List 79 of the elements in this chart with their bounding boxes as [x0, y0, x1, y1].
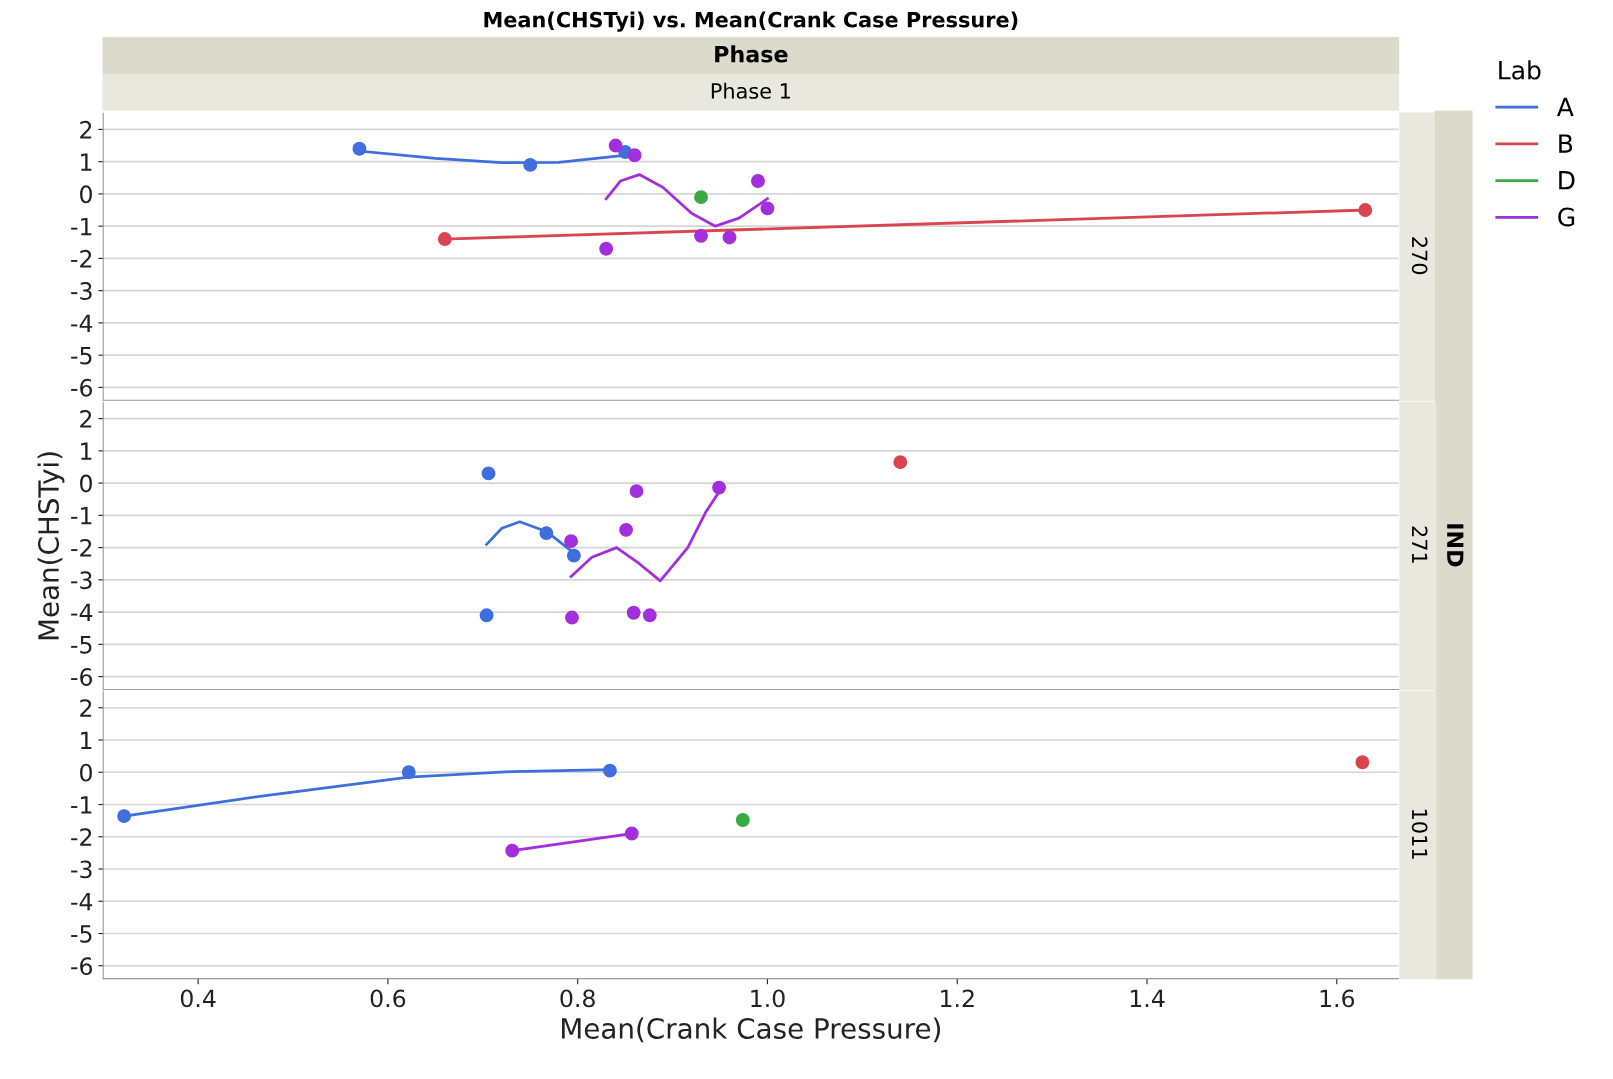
- legend-label: A: [1556, 97, 1574, 116]
- point: [619, 522, 634, 537]
- point: [608, 138, 623, 153]
- y-tick-label: -3: [71, 860, 92, 879]
- point: [599, 241, 614, 256]
- point: [694, 228, 708, 243]
- point: [602, 763, 617, 778]
- x-tick-label: 1.2: [941, 989, 974, 1008]
- point: [735, 813, 750, 827]
- point: [539, 526, 554, 541]
- point: [624, 826, 639, 841]
- y-tick-label: -5: [71, 925, 92, 943]
- y-tick-label: 1: [81, 442, 92, 460]
- y-tick-label: 0: [80, 474, 92, 493]
- y-tick-label: -4: [71, 603, 93, 622]
- y-tick-label: -1: [71, 796, 92, 814]
- y-tick-label: -3: [71, 571, 92, 590]
- point: [564, 534, 578, 549]
- text: Phase 1: [711, 82, 790, 99]
- y-tick-label: 0: [80, 185, 92, 204]
- point: [505, 843, 520, 858]
- y-tick-label: -1: [71, 217, 92, 236]
- x-tick-label: 0.6: [370, 989, 406, 1008]
- point: [642, 608, 657, 623]
- x-tick-label: 1.0: [751, 989, 785, 1008]
- x-tick-label: 1.6: [1320, 989, 1355, 1008]
- point: [694, 190, 708, 205]
- point: [712, 480, 727, 495]
- point: [565, 610, 579, 625]
- text: 271: [1412, 526, 1428, 563]
- y-tick-label: -6: [71, 957, 93, 976]
- y-tick-label: 1: [81, 153, 92, 171]
- y-tick-label: -2: [71, 249, 92, 268]
- x-tick-label: 0.8: [560, 989, 595, 1008]
- point: [722, 230, 737, 245]
- y-tick-label: -1: [71, 507, 92, 525]
- point: [1358, 203, 1373, 217]
- x-axis-title: Mean(Crank Case Pressure): [562, 1017, 941, 1043]
- text: IND: [1447, 524, 1464, 567]
- point: [117, 809, 132, 824]
- y-axis-title: Mean(CHSTyi): [37, 452, 65, 640]
- legend-title: Lab: [1499, 60, 1541, 80]
- y-tick-label: 2: [80, 699, 92, 717]
- point: [627, 148, 642, 163]
- point: [481, 466, 496, 481]
- y-tick-label: -3: [71, 282, 92, 300]
- point: [437, 232, 452, 247]
- point: [893, 455, 908, 470]
- point: [760, 201, 775, 216]
- point: [626, 605, 641, 620]
- point: [352, 141, 367, 156]
- y-tick-label: 2: [80, 410, 92, 428]
- y-tick-label: -6: [71, 378, 93, 397]
- y-tick-label: -2: [71, 828, 92, 846]
- chart-title: Mean(CHSTyi) vs. Mean(Crank Case Pressure): [484, 11, 1018, 32]
- legend-label: B: [1559, 134, 1573, 153]
- text: 270: [1411, 237, 1428, 275]
- y-tick-label: 2: [80, 120, 92, 139]
- chart-subtitle: Phase: [715, 45, 788, 63]
- y-tick-label: -5: [71, 346, 92, 365]
- y-tick-label: -6: [71, 668, 93, 686]
- x-tick-label: 0.4: [180, 989, 216, 1008]
- point: [479, 608, 494, 623]
- y-tick-label: 0: [80, 763, 92, 782]
- y-tick-label: 1: [81, 731, 92, 749]
- legend-label: G: [1558, 207, 1575, 227]
- point: [566, 548, 581, 563]
- y-tick-label: -4: [71, 893, 93, 911]
- legend-label: D: [1559, 171, 1575, 190]
- point: [751, 174, 765, 188]
- y-tick-label: -5: [71, 636, 92, 654]
- point: [523, 157, 538, 172]
- y-tick-label: -4: [71, 314, 93, 332]
- point: [1355, 755, 1370, 770]
- point: [401, 765, 416, 780]
- point: [629, 484, 644, 499]
- text: 1011: [1411, 809, 1428, 859]
- x-tick-label: 1.4: [1130, 989, 1165, 1008]
- y-tick-label: -2: [71, 539, 92, 557]
